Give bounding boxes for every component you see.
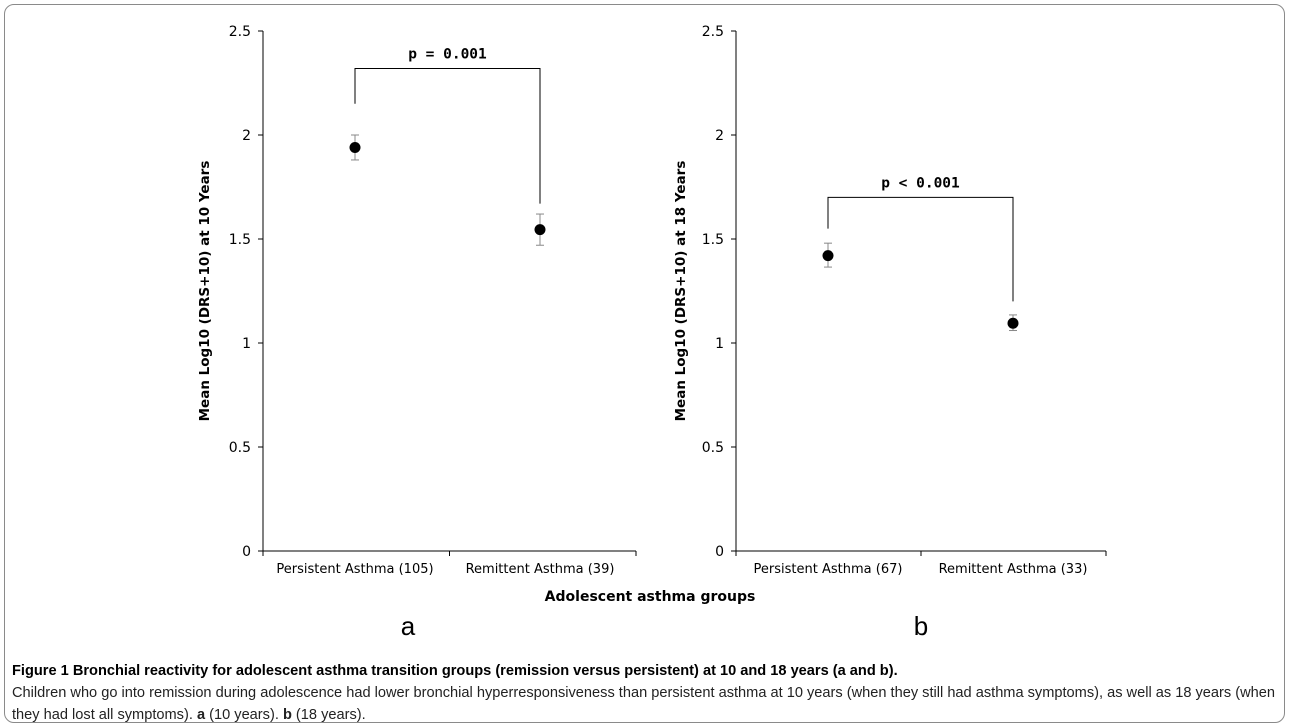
caption-title: Figure 1 Bronchial reactivity for adoles… [12, 663, 898, 679]
caption-body: Children who go into remission during ad… [12, 682, 1280, 726]
panel-a-y-tick-label: 1 [242, 336, 251, 352]
panel-b-data-point [1007, 317, 1019, 329]
caption-ref-a-text: (10 years). [209, 707, 279, 723]
figure-caption: Figure 1 Bronchial reactivity for adoles… [12, 660, 1280, 726]
shared-x-axis-label: Adolescent asthma groups [545, 589, 756, 605]
panel-a-data-point [349, 141, 361, 153]
figure-canvas: Adolescent asthma groups 0 0.5 1 1.5 2 2.5 Per… [197, 24, 1107, 641]
panel-b-significance-bracket [827, 196, 1014, 302]
caption-ref-a: a [196, 707, 206, 723]
panel-a-p-value-annotation: p = 0.001 [408, 46, 487, 62]
panel-a-y-tick-label: 2 [242, 128, 251, 144]
panel-a-x-category-label: Persistent Asthma (105) [276, 562, 433, 577]
figure-frame [4, 4, 1285, 723]
panel-b-p-value-annotation: p < 0.001 [881, 175, 960, 191]
panel-b-y-tick-label: 1 [715, 336, 724, 352]
panel-a-y-tick-label: 2.5 [229, 24, 251, 40]
panel-a-x-category-label: Remittent Asthma (39) [466, 562, 615, 577]
panel-b-y-tick-label: 0 [715, 544, 724, 560]
panel-a-y-axis-label: Mean Log10 (DRS+10) at 10 Years [197, 161, 213, 422]
panel-a-y-tick-label: 0 [242, 544, 251, 560]
panel-b-letter: b [914, 611, 928, 641]
panel-b-data-point [822, 250, 834, 262]
panel-a-letter: a [401, 611, 416, 641]
panel-a-significance-bracket [354, 67, 541, 204]
caption-ref-b-text: (18 years). [295, 707, 366, 723]
panel-b-y-tick-label: 1.5 [702, 232, 724, 248]
panel-b-y-tick-label: 0.5 [702, 440, 724, 456]
panel-a-data-point [534, 224, 546, 236]
caption-ref-b: b [282, 707, 292, 723]
panel-a-y-tick-label: 0.5 [229, 440, 251, 456]
panel-b-x-category-label: Persistent Asthma (67) [754, 562, 903, 577]
caption-text: Children who go into remission during ad… [12, 685, 1276, 723]
panel-b-y-axis-label: Mean Log10 (DRS+10) at 18 Years [673, 161, 689, 422]
panel-b-y-tick-label: 2.5 [702, 24, 724, 40]
panel-b-x-category-label: Remittent Asthma (33) [939, 562, 1088, 577]
panel-b-y-tick-label: 2 [715, 128, 724, 144]
panel-a-y-tick-label: 1.5 [229, 232, 251, 248]
